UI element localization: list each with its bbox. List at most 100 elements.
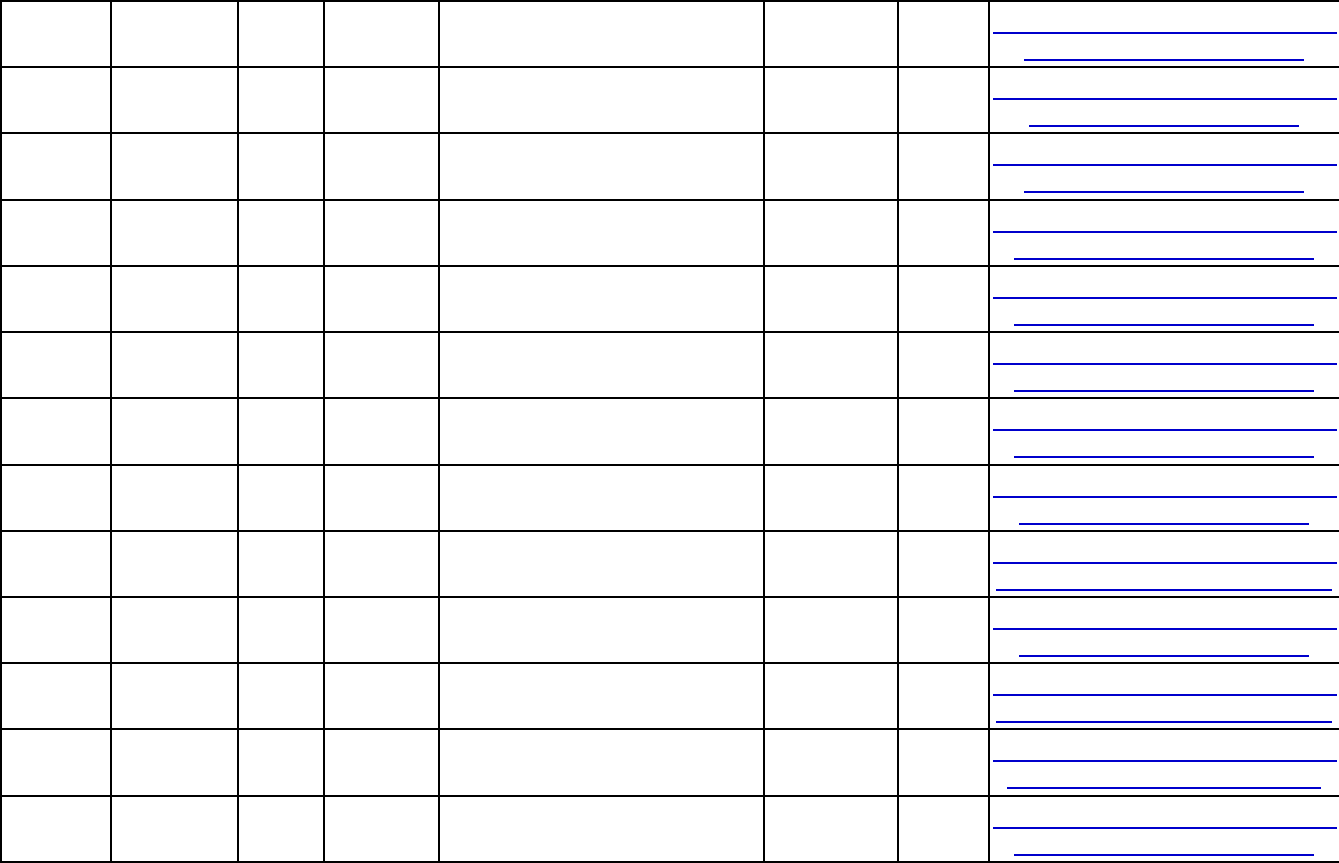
table-row <box>0 662 1339 731</box>
table-cell <box>438 463 765 532</box>
table-cell <box>323 662 440 731</box>
table-row <box>0 728 1339 797</box>
table-cell <box>438 728 765 797</box>
table-cell <box>323 728 440 797</box>
table-cell <box>323 595 440 665</box>
link-underline <box>993 363 1337 366</box>
cell-link[interactable] <box>990 201 1339 265</box>
link-underline <box>993 826 1337 829</box>
table-cell <box>323 529 440 598</box>
link-underline <box>993 495 1337 498</box>
table-row <box>0 463 1339 532</box>
cell-link[interactable] <box>990 730 1339 794</box>
table-cell <box>763 529 899 598</box>
link-underline <box>1018 522 1310 525</box>
table-cell <box>323 198 440 267</box>
table-cell <box>110 728 239 797</box>
table-cell <box>323 397 440 466</box>
cell-link[interactable] <box>990 598 1339 662</box>
cell-link[interactable] <box>990 2 1339 66</box>
cell-link[interactable] <box>990 664 1339 728</box>
table-cell <box>110 463 239 532</box>
table-cell <box>237 529 325 598</box>
table-cell <box>237 132 325 201</box>
link-underline <box>996 588 1332 591</box>
table-cell <box>763 132 899 201</box>
cell-link[interactable] <box>990 134 1339 198</box>
table-cell <box>438 132 765 201</box>
table-cell <box>110 66 239 135</box>
table-cell <box>988 0 1339 69</box>
table-cell <box>237 397 325 466</box>
table-cell <box>0 794 112 863</box>
table-cell <box>438 0 765 69</box>
table-cell <box>110 0 239 69</box>
table-row <box>0 0 1339 69</box>
table-row <box>0 794 1339 863</box>
table-cell <box>988 794 1339 863</box>
table-cell <box>110 595 239 665</box>
link-underline <box>1018 654 1310 657</box>
table-cell <box>763 397 899 466</box>
table-cell <box>438 794 765 863</box>
table-cell <box>897 662 990 731</box>
table-cell <box>438 331 765 400</box>
table-cell <box>110 198 239 267</box>
table-cell <box>0 264 112 334</box>
table-cell <box>897 595 990 665</box>
table-cell <box>763 198 899 267</box>
table-cell <box>763 794 899 863</box>
table-cell <box>438 595 765 665</box>
cell-link[interactable] <box>990 797 1339 861</box>
table-cell <box>988 397 1339 466</box>
link-underline <box>993 98 1337 101</box>
link-underline <box>996 721 1332 724</box>
table-cell <box>0 595 112 665</box>
table-cell <box>988 331 1339 400</box>
link-underline <box>993 296 1337 299</box>
table-cell <box>763 264 899 334</box>
table-cell <box>897 198 990 267</box>
table-cell <box>110 264 239 334</box>
table-cell <box>323 463 440 532</box>
link-underline <box>993 230 1337 233</box>
table-cell <box>988 463 1339 532</box>
table-cell <box>0 529 112 598</box>
table-cell <box>897 794 990 863</box>
table-cell <box>237 794 325 863</box>
table-cell <box>0 728 112 797</box>
table-cell <box>763 66 899 135</box>
table-cell <box>323 794 440 863</box>
link-underline <box>1013 390 1315 393</box>
cell-link[interactable] <box>990 333 1339 397</box>
table-cell <box>988 264 1339 334</box>
table-cell <box>110 662 239 731</box>
cell-link[interactable] <box>990 68 1339 132</box>
table-cell <box>438 662 765 731</box>
table-cell <box>438 264 765 334</box>
table-cell <box>0 331 112 400</box>
table-cell <box>110 397 239 466</box>
cell-link[interactable] <box>990 466 1339 530</box>
link-underline <box>1023 191 1305 194</box>
table-cell <box>237 0 325 69</box>
table-cell <box>763 595 899 665</box>
table-cell <box>438 66 765 135</box>
cell-link[interactable] <box>990 532 1339 596</box>
table-cell <box>0 66 112 135</box>
link-underline <box>993 627 1337 630</box>
link-underline <box>1028 125 1300 128</box>
cell-link[interactable] <box>990 267 1339 331</box>
table-cell <box>323 331 440 400</box>
table-cell <box>763 0 899 69</box>
table-cell <box>237 595 325 665</box>
table-cell <box>897 132 990 201</box>
cell-link[interactable] <box>990 399 1339 463</box>
link-underline <box>1006 787 1322 790</box>
table-cell <box>323 0 440 69</box>
table-cell <box>110 529 239 598</box>
table-cell <box>897 66 990 135</box>
link-underline <box>1013 853 1315 856</box>
